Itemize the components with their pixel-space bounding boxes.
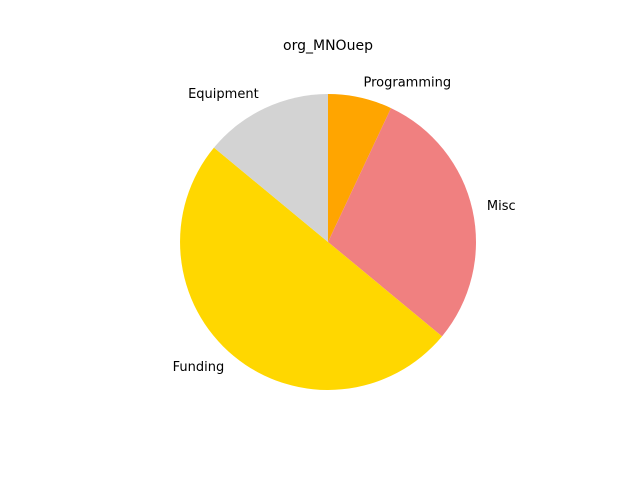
pie-slices [180,94,476,390]
pie-label-programming: Programming [364,76,452,91]
pie-label-funding: Funding [173,360,225,375]
chart-title: org_MNOuep [283,38,373,54]
pie-slice-misc [328,108,476,337]
pie-slice-equipment [213,94,328,242]
pie-label-equipment: Equipment [188,87,259,102]
pie-labels: Programming Misc Funding Equipment [173,76,516,375]
pie-slice-funding [180,147,443,390]
pie-label-misc: Misc [487,199,516,214]
pie-slice-programming [328,94,392,242]
